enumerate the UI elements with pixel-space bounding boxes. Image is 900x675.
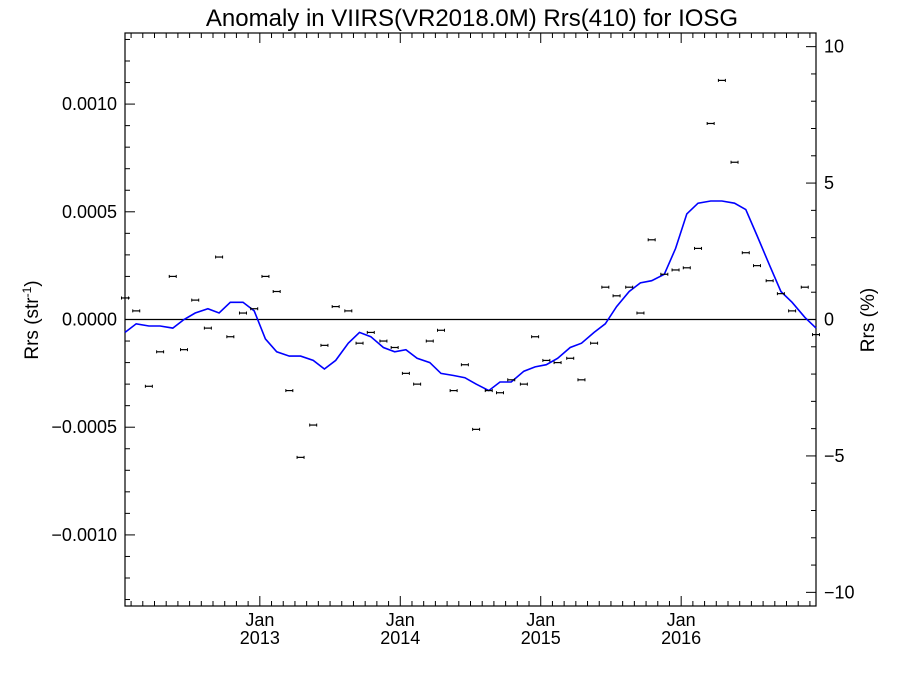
data-point bbox=[765, 279, 774, 283]
data-point bbox=[531, 335, 540, 339]
data-point bbox=[753, 264, 762, 268]
data-point bbox=[812, 333, 820, 337]
data-point bbox=[401, 371, 410, 375]
data-point bbox=[694, 246, 703, 250]
data-point bbox=[121, 296, 129, 300]
data-point bbox=[132, 309, 141, 313]
data-point bbox=[191, 298, 200, 302]
y-axis-label-left: Rrs (str-1) bbox=[20, 280, 43, 359]
data-point bbox=[355, 341, 364, 345]
data-point bbox=[179, 348, 188, 352]
x-tick-label-month: Jan bbox=[526, 610, 555, 630]
data-point bbox=[625, 285, 634, 289]
data-point bbox=[449, 389, 458, 393]
y-right-tick-label: −5 bbox=[824, 446, 845, 466]
data-point bbox=[788, 309, 797, 313]
x-tick-label-month: Jan bbox=[667, 610, 696, 630]
x-tick-label-year: 2013 bbox=[240, 628, 280, 648]
data-point bbox=[741, 251, 750, 255]
y-left-tick-label: 0.0000 bbox=[62, 310, 117, 330]
data-point bbox=[507, 378, 516, 382]
chart-title: Anomaly in VIIRS(VR2018.0M) Rrs(410) for… bbox=[206, 5, 738, 32]
data-point bbox=[437, 328, 446, 332]
data-point bbox=[309, 423, 318, 427]
data-point bbox=[542, 358, 551, 362]
data-point bbox=[577, 378, 586, 382]
data-point bbox=[366, 330, 375, 334]
data-point bbox=[671, 268, 680, 272]
y-left-tick-label: 0.0010 bbox=[62, 94, 117, 114]
x-tick-label-year: 2015 bbox=[521, 628, 561, 648]
data-point bbox=[285, 389, 294, 393]
data-point bbox=[636, 311, 645, 315]
data-point bbox=[296, 455, 305, 459]
y-right-tick-label: 10 bbox=[824, 37, 844, 57]
data-point bbox=[226, 335, 235, 339]
data-point bbox=[484, 389, 493, 393]
data-point bbox=[601, 285, 610, 289]
y-axis-label-right: Rrs (%) bbox=[858, 288, 879, 352]
data-point bbox=[706, 121, 715, 125]
data-point bbox=[261, 274, 270, 278]
data-point bbox=[331, 305, 340, 309]
data-point bbox=[553, 361, 562, 365]
data-point bbox=[800, 285, 809, 289]
data-point bbox=[156, 350, 165, 354]
data-point bbox=[272, 289, 281, 293]
x-tick-label-year: 2016 bbox=[661, 628, 701, 648]
data-point bbox=[425, 339, 434, 343]
data-point bbox=[730, 160, 739, 164]
smoothed-anomaly-line bbox=[124, 200, 817, 392]
data-point bbox=[250, 307, 259, 311]
y-left-tick-label: 0.0005 bbox=[62, 202, 117, 222]
data-point bbox=[519, 382, 528, 386]
x-tick-label-year: 2014 bbox=[380, 628, 420, 648]
y-right-tick-label: −10 bbox=[824, 582, 855, 602]
data-point bbox=[460, 363, 469, 367]
data-point bbox=[660, 272, 669, 276]
x-tick-label-month: Jan bbox=[245, 610, 274, 630]
data-point bbox=[612, 294, 621, 298]
data-point bbox=[590, 341, 599, 345]
data-point bbox=[682, 266, 691, 270]
data-point bbox=[472, 427, 481, 431]
data-point bbox=[144, 384, 153, 388]
data-point bbox=[379, 339, 388, 343]
data-point bbox=[344, 309, 353, 313]
y-right-tick-label: 5 bbox=[824, 173, 834, 193]
data-point bbox=[320, 343, 329, 347]
data-point bbox=[647, 238, 656, 242]
x-tick-label-month: Jan bbox=[386, 610, 415, 630]
y-right-tick-label: 0 bbox=[824, 310, 834, 330]
data-point bbox=[495, 391, 504, 395]
data-point bbox=[566, 356, 575, 360]
data-point bbox=[168, 274, 177, 278]
y-left-tick-label: −0.0005 bbox=[51, 417, 117, 437]
data-point bbox=[776, 292, 785, 296]
data-point bbox=[238, 311, 247, 315]
data-point bbox=[413, 382, 422, 386]
data-point bbox=[203, 326, 212, 330]
data-point bbox=[215, 255, 224, 259]
y-left-tick-label: −0.0010 bbox=[51, 525, 117, 545]
data-point bbox=[717, 78, 726, 82]
data-point bbox=[390, 346, 399, 350]
